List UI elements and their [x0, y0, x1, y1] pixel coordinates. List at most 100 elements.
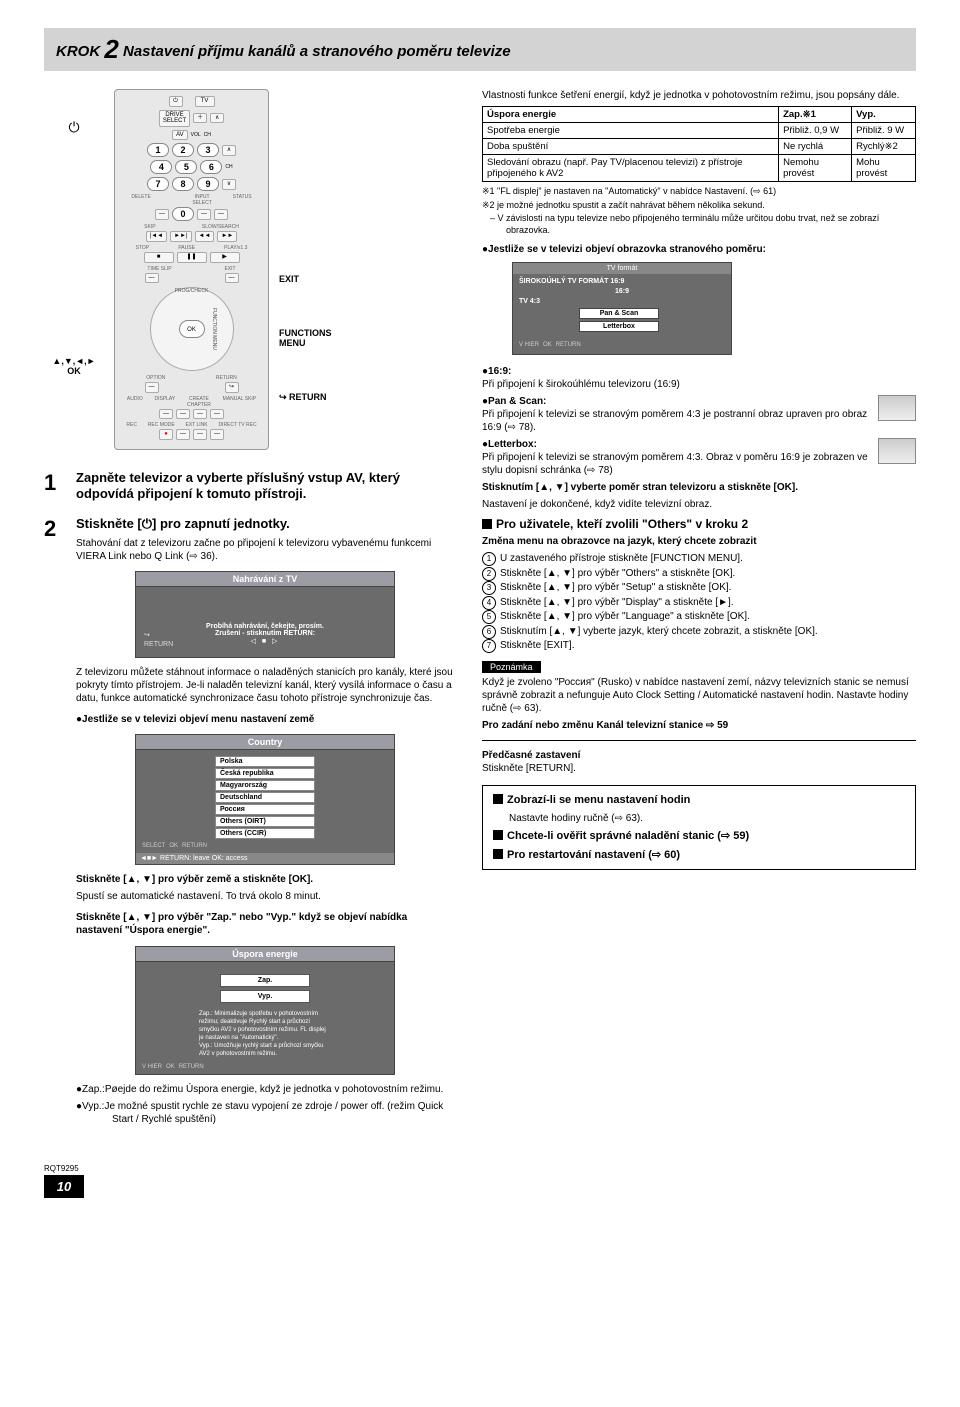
- square-icon: [482, 519, 492, 529]
- country-item: Polska: [215, 756, 315, 767]
- reference-box: Zobrazí-li se menu nastavení hodin Nasta…: [482, 785, 916, 870]
- others-sub: Změna menu na obrazovce na jazyk, který …: [482, 535, 916, 548]
- step-number: 2: [104, 34, 118, 64]
- page-title: KROK 2 Nastavení příjmu kanálů a stranov…: [44, 28, 916, 71]
- remote-diagram: ⏻ ▲,▼,◄,► OK ⏻ TV DRIVE SELECT ＋ ∧: [44, 89, 454, 450]
- square-icon: [493, 830, 503, 840]
- country-item: Others (OIRT): [215, 816, 315, 827]
- num-8: 8: [172, 177, 194, 191]
- navigation-dial: PROG/CHECK FUNCTION MENU OK: [150, 287, 234, 371]
- num-6: 6: [200, 160, 222, 174]
- step-1-text: Zapněte televizor a vyberte příslušný vs…: [76, 470, 454, 503]
- list-item: Stisknutím [▲, ▼] vyberte jazyk, který c…: [482, 625, 916, 639]
- note-russia: Když je zvoleno "Россия" (Rusko) v nabíd…: [482, 676, 916, 715]
- osd-recording: Nahrávání z TV Probíhá nahrávání, čekejt…: [135, 571, 395, 658]
- def-panscan: ●Pan & Scan: Při připojení k televizi se…: [482, 395, 916, 434]
- square-icon: [493, 794, 503, 804]
- play-btn: ▶: [210, 252, 240, 263]
- num-5: 5: [175, 160, 197, 174]
- page-footer: RQT9295 10: [44, 1164, 916, 1198]
- panscan-icon: [878, 395, 916, 421]
- ok-button: OK: [179, 320, 205, 338]
- num-2: 2: [172, 143, 194, 157]
- confirm-done: Nastavení je dokončené, když vidíte tele…: [482, 498, 916, 511]
- def-169: ●16:9: Při připojení k širokoúhlému tele…: [482, 365, 916, 391]
- auto-setup-text: Spustí se automatické nastavení. To trvá…: [76, 890, 454, 903]
- step-word: KROK: [56, 43, 100, 60]
- power-icon: ⏻: [44, 119, 104, 136]
- table-row: Sledování obrazu (např. Pay TV/placenou …: [483, 155, 916, 182]
- confirm-aspect: Stisknutím [▲, ▼] vyberte poměr stran te…: [482, 481, 916, 494]
- vol-plus: ＋: [193, 113, 207, 124]
- note-tag: Poznámka: [482, 661, 541, 673]
- letterbox-icon: [878, 438, 916, 464]
- footnote-2: ※2 je možné jednotku spustit a začít nah…: [482, 200, 916, 212]
- doc-code: RQT9295: [44, 1164, 916, 1173]
- num-0: 0: [172, 207, 194, 221]
- vyp-desc: ●Vyp.:Je možné spustit rychle ze stavu v…: [76, 1100, 454, 1127]
- country-item: Deutschland: [215, 792, 315, 803]
- bullet-tvformat: ●Jestliže se v televizi objeví obrazovka…: [482, 243, 916, 257]
- av-btn: AV: [172, 130, 188, 141]
- exit-label: EXIT: [279, 274, 389, 284]
- num-3: 3: [197, 143, 219, 157]
- step-1-num: 1: [44, 470, 66, 507]
- energy-on: Zap.: [220, 974, 310, 987]
- zap-desc: ●Zap.:Pøejde do režimu Úspora energie, k…: [76, 1083, 454, 1097]
- arrows-ok-label: ▲,▼,◄,► OK: [44, 356, 104, 376]
- table-row: Spotřeba energie Přibliž. 0,9 W Přibliž.…: [483, 123, 916, 139]
- osd-country: Country Polska Česká republika Magyarors…: [135, 734, 395, 865]
- list-item: Stiskněte [▲, ▼] pro výběr "Language" a …: [482, 610, 916, 624]
- footnote-1: ※1 "FL displej" je nastaven na "Automati…: [482, 186, 916, 198]
- functions-menu-label: FUNCTIONS MENU: [279, 328, 389, 348]
- list-item: Stiskněte [▲, ▼] pro výběr "Display" a s…: [482, 596, 916, 610]
- others-heading: Pro uživatele, kteří zvolili "Others" v …: [482, 517, 916, 531]
- step-2: 2 Stiskněte [⏻] pro zapnutí jednotky. St…: [44, 516, 454, 1129]
- page-number: 10: [44, 1175, 84, 1198]
- bullet-country: ●Jestliže se v televizi objeví menu nast…: [76, 713, 454, 727]
- channel-ref: Pro zadání nebo změnu Kanál televizní st…: [482, 719, 916, 732]
- others-steps: U zastaveného přístroje stiskněte [FUNCT…: [482, 552, 916, 653]
- country-item: Česká republika: [215, 768, 315, 779]
- list-item: Stiskněte [▲, ▼] pro výběr "Setup" a sti…: [482, 581, 916, 595]
- remote-control: ⏻ TV DRIVE SELECT ＋ ∧ AV VOL CH: [114, 89, 269, 450]
- return-label: ↪ RETURN: [279, 392, 389, 403]
- list-item: Stiskněte [EXIT].: [482, 639, 916, 653]
- osd-energy: Úspora energie Zap. Vyp. Zap.: Minimaliz…: [135, 946, 395, 1076]
- after-rec-text: Z televizoru můžete stáhnout informace o…: [76, 666, 454, 705]
- energy-select-text: Stiskněte [▲, ▼] pro výběr "Zap." nebo "…: [76, 911, 454, 938]
- select-country-text: Stiskněte [▲, ▼] pro výběr země a stiskn…: [76, 873, 454, 887]
- pause-btn: ❚❚: [177, 252, 207, 263]
- num-4: 4: [150, 160, 172, 174]
- ch-up: ∧: [210, 113, 224, 124]
- square-icon: [493, 849, 503, 859]
- num-9: 9: [197, 177, 219, 191]
- step-2-text: Stiskněte [⏻] pro zapnutí jednotky.: [76, 516, 454, 532]
- title-rest: Nastavení příjmu kanálů a stranového pom…: [123, 43, 511, 60]
- num-7: 7: [147, 177, 169, 191]
- table-row: Doba spuštění Ne rychlá Rychlý※2: [483, 139, 916, 155]
- def-letterbox: ●Letterbox: Při připojení k televizi se …: [482, 438, 916, 477]
- energy-off: Vyp.: [220, 990, 310, 1003]
- step-2-num: 2: [44, 516, 66, 1129]
- separator: [482, 740, 916, 741]
- country-item: Magyarország: [215, 780, 315, 791]
- energy-table: Úspora energie Zap.※1 Vyp. Spotřeba ener…: [482, 106, 916, 182]
- list-item: U zastaveného přístroje stiskněte [FUNCT…: [482, 552, 916, 566]
- pan-scan-opt: Pan & Scan: [579, 308, 659, 319]
- early-stop: Předčasné zastavení Stiskněte [RETURN].: [482, 749, 916, 775]
- drive-select: DRIVE SELECT: [159, 110, 190, 127]
- footnote-2b: – V závislosti na typu televize nebo při…: [482, 213, 916, 236]
- tv-label: TV: [195, 96, 215, 107]
- remote-power-btn: ⏻: [169, 96, 183, 107]
- stop-btn: ■: [144, 252, 174, 263]
- energy-intro: Vlastnosti funkce šetření energií, když …: [482, 89, 916, 102]
- letterbox-opt: Letterbox: [579, 321, 659, 332]
- list-item: Stiskněte [▲, ▼] pro výběr "Others" a st…: [482, 567, 916, 581]
- country-item: Others (CCIR): [215, 828, 315, 839]
- ch-dn: ∨: [222, 179, 236, 190]
- ch-up2: ∧: [222, 145, 236, 156]
- num-1: 1: [147, 143, 169, 157]
- step-1: 1 Zapněte televizor a vyberte příslušný …: [44, 470, 454, 507]
- osd-tv-format: TV formát ŠIROKOÚHLÝ TV FORMÁT 16:9 16:9…: [512, 262, 732, 355]
